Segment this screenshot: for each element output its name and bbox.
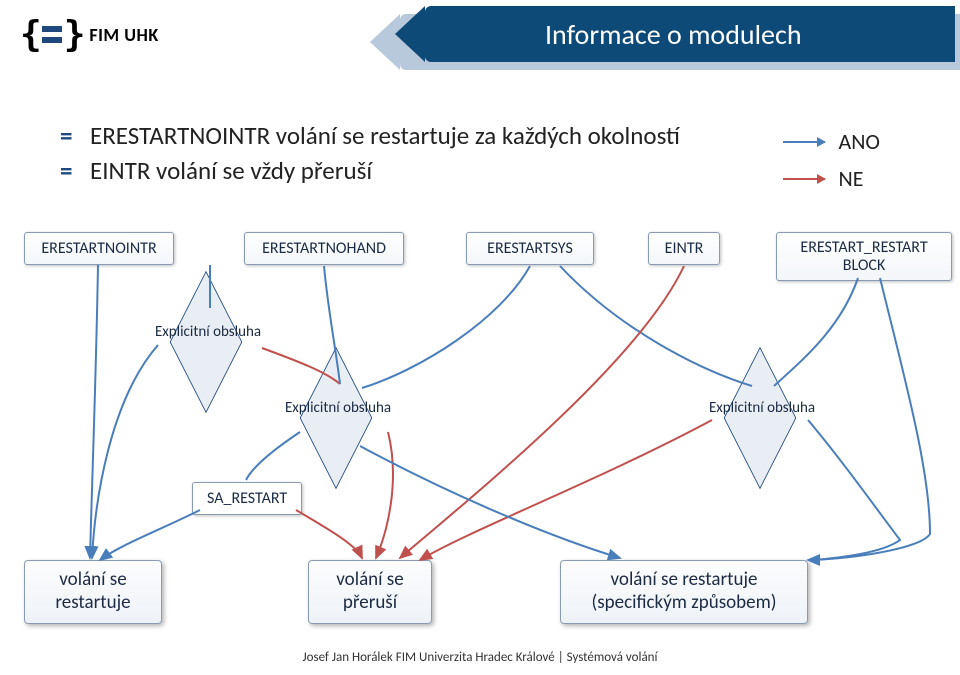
arrow-icon <box>783 178 825 180</box>
legend: ANO NE <box>783 128 881 202</box>
flag-erestart-restart-block: ERESTART_RESTART BLOCK <box>776 232 952 281</box>
arrow-icon <box>783 141 825 143</box>
diamond-3: Explicitní obsluha <box>700 386 824 448</box>
bullet-list: = ERESTARTNOINTR volání se restartuje za… <box>60 120 680 190</box>
logo: { } FIM UHK <box>20 14 159 55</box>
result-specific: volání se restartuje (specifickým způsob… <box>560 560 808 624</box>
flag-erestartsys: ERESTARTSYS <box>466 232 594 265</box>
diamond-1: Explicitní obsluha <box>146 310 270 372</box>
brand-text: FIM UHK <box>89 24 158 46</box>
result-interrupt: volání se přeruší <box>308 560 432 624</box>
slide: { } FIM UHK Informace o modulech = EREST… <box>0 0 960 675</box>
logo-mark: { } <box>20 14 83 55</box>
bullet-2: = EINTR volání se vždy přeruší <box>60 155 680 186</box>
legend-yes: ANO <box>783 128 881 155</box>
equals-icon <box>42 26 62 43</box>
legend-no: NE <box>783 165 881 192</box>
title-ribbon: Informace o modulech <box>425 6 955 62</box>
result-restart: volání se restartuje <box>24 560 162 624</box>
flag-eintr: EINTR <box>648 232 720 265</box>
page-title: Informace o modulech <box>545 17 802 52</box>
sa-restart-box: SA_RESTART <box>192 482 302 515</box>
footer: Josef Jan Horálek FIM Univerzita Hradec … <box>0 650 960 665</box>
flag-erestartnointr: ERESTARTNOINTR <box>24 232 174 265</box>
diamond-2: Explicitní obsluha <box>276 386 400 448</box>
flag-erestartnohand: ERESTARTNOHAND <box>244 232 404 265</box>
bullet-1: = ERESTARTNOINTR volání se restartuje za… <box>60 120 680 151</box>
